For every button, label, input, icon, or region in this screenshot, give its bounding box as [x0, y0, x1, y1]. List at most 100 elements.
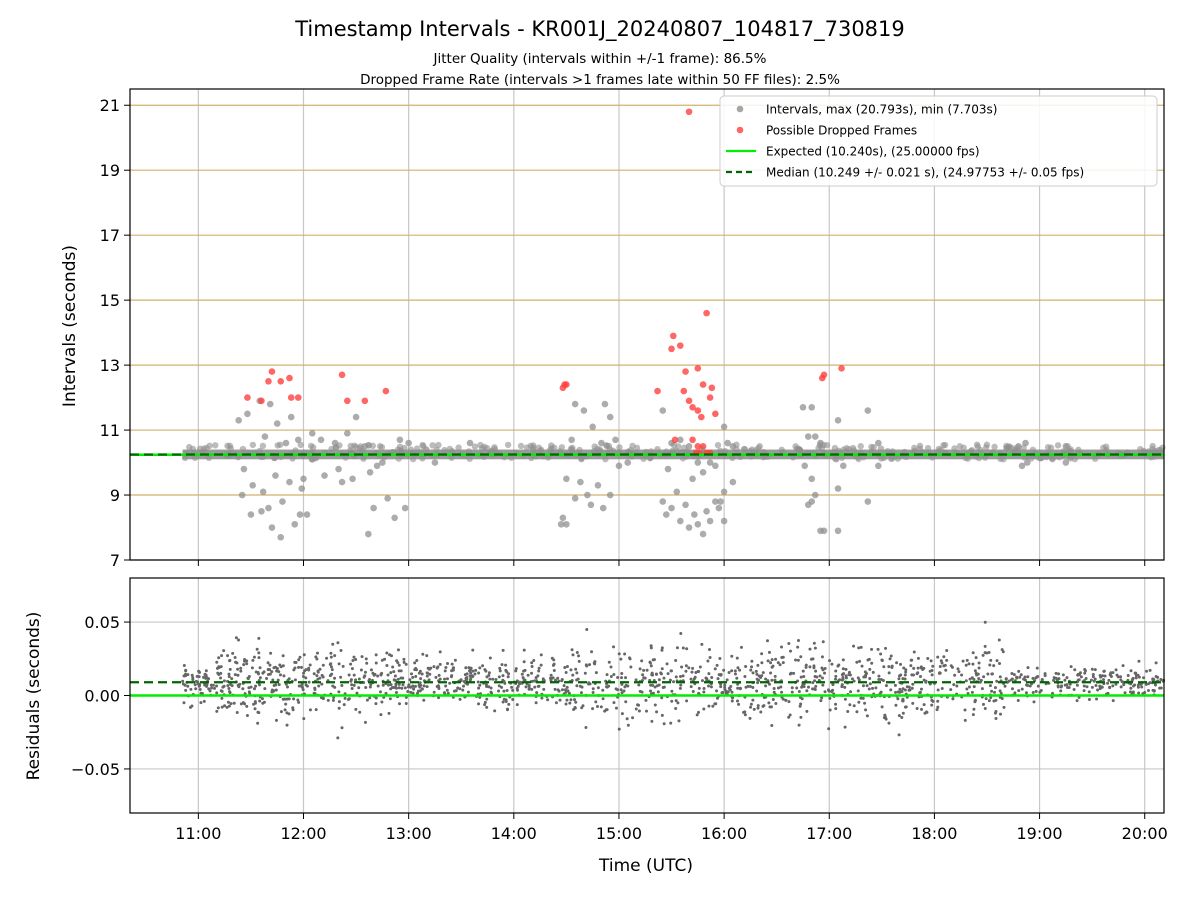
- residual-point: [871, 686, 875, 690]
- residual-point: [465, 672, 469, 676]
- interval-point: [875, 462, 882, 470]
- top-y-tick-label: 21: [100, 96, 120, 115]
- residual-point: [542, 687, 546, 691]
- interval-point: [429, 442, 436, 449]
- residual-point: [900, 716, 904, 720]
- residual-point: [849, 690, 853, 694]
- residual-point: [736, 686, 740, 690]
- interval-point: [261, 433, 269, 440]
- residual-point: [202, 675, 206, 679]
- residual-point: [826, 688, 830, 692]
- residual-point: [787, 715, 791, 719]
- interval-point: [755, 444, 762, 452]
- residual-point: [226, 654, 230, 658]
- residual-point: [1073, 668, 1077, 672]
- residual-point: [357, 686, 361, 690]
- residual-point: [1076, 678, 1080, 682]
- residual-point: [751, 686, 755, 690]
- residual-point: [552, 662, 556, 666]
- residual-point: [833, 677, 837, 681]
- residual-point: [220, 705, 224, 709]
- residual-point: [689, 677, 693, 681]
- residual-point: [743, 710, 747, 714]
- interval-point: [1018, 462, 1026, 470]
- residual-point: [1057, 677, 1061, 681]
- residual-point: [764, 684, 768, 688]
- dropped-frame-point: [244, 394, 251, 401]
- interval-point: [259, 442, 267, 450]
- residual-point: [1075, 699, 1079, 703]
- residual-point: [216, 671, 220, 675]
- residual-point: [562, 684, 566, 688]
- residual-point: [977, 666, 981, 670]
- residual-point: [490, 691, 494, 695]
- residual-point: [583, 671, 587, 675]
- interval-point: [259, 488, 267, 496]
- residual-point: [1002, 705, 1006, 709]
- residual-point: [781, 655, 785, 659]
- residual-point: [193, 683, 197, 687]
- residual-point: [789, 649, 793, 653]
- interval-point: [941, 441, 949, 449]
- residual-point: [379, 713, 383, 717]
- residual-point: [575, 651, 579, 655]
- residual-point: [514, 669, 518, 673]
- residual-point: [648, 678, 652, 682]
- residual-point: [685, 647, 689, 651]
- residual-point: [563, 665, 567, 669]
- interval-point: [297, 441, 304, 449]
- residual-point: [1091, 672, 1095, 676]
- residual-point: [333, 654, 337, 658]
- residual-point: [955, 684, 959, 688]
- residual-point: [799, 675, 803, 679]
- residual-point: [965, 687, 969, 691]
- residual-point: [779, 685, 783, 689]
- residual-point: [1000, 648, 1004, 652]
- interval-point: [654, 445, 661, 453]
- residual-point: [354, 678, 358, 682]
- residual-point: [940, 687, 944, 691]
- residual-point: [865, 684, 869, 688]
- residual-point: [1158, 686, 1162, 690]
- residual-point: [680, 665, 684, 669]
- residual-point: [293, 678, 297, 682]
- residual-point: [1154, 683, 1158, 687]
- residual-point: [506, 675, 510, 679]
- residual-point: [552, 669, 556, 673]
- dropped-frame-point: [703, 309, 710, 317]
- residual-point: [202, 699, 206, 703]
- residual-point: [1107, 678, 1111, 682]
- residual-point: [605, 673, 609, 677]
- residual-point: [937, 671, 941, 675]
- residual-point: [222, 684, 226, 688]
- residual-point: [521, 676, 525, 680]
- residual-point: [352, 673, 356, 677]
- residual-point: [1126, 678, 1130, 682]
- residual-point: [620, 672, 624, 676]
- residual-point: [640, 659, 644, 663]
- residual-point: [625, 717, 629, 721]
- residual-point: [1148, 668, 1152, 672]
- residual-point: [1114, 668, 1118, 672]
- residual-point: [1102, 669, 1106, 673]
- dropped-frame-point: [820, 371, 828, 379]
- residual-point: [904, 668, 908, 672]
- residual-point: [186, 684, 190, 688]
- residual-point: [864, 708, 868, 712]
- residual-point: [916, 666, 920, 670]
- residual-point: [1012, 673, 1016, 677]
- residual-point: [1087, 690, 1091, 694]
- residual-point: [1023, 678, 1027, 682]
- interval-point: [287, 413, 295, 421]
- residual-point: [277, 683, 281, 687]
- residual-point: [394, 690, 398, 694]
- interval-point: [277, 441, 284, 448]
- residual-point: [660, 648, 664, 652]
- interval-point: [720, 488, 728, 496]
- interval-point: [578, 455, 585, 462]
- interval-point: [924, 444, 932, 452]
- residual-point: [418, 685, 422, 689]
- residual-point: [744, 664, 748, 668]
- interval-point: [268, 524, 276, 531]
- residual-point: [415, 659, 419, 663]
